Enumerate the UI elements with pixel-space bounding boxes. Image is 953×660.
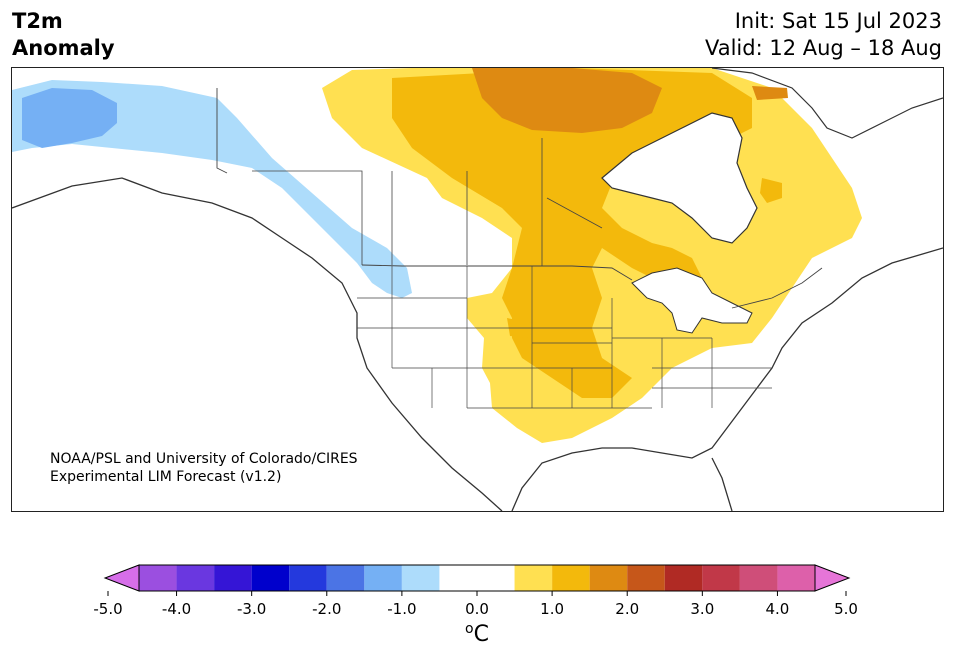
colorbar-under-arrow <box>103 564 140 592</box>
colorbar-bin <box>589 565 628 591</box>
valid-dates: Valid: 12 Aug – 18 Aug <box>704 36 942 60</box>
warm-anomaly-orange <box>472 68 662 133</box>
credit-line-1: NOAA/PSL and University of Colorado/CIRE… <box>50 451 358 467</box>
colorbar-bin <box>439 565 515 591</box>
state-borders <box>357 266 772 409</box>
colorbar-bin <box>552 565 590 591</box>
colorbar-tick-label: 5.0 <box>834 600 858 618</box>
forecast-dates: Init: Sat 15 Jul 2023 Valid: 12 Aug – 18… <box>705 8 942 62</box>
colorbar-unit: oC <box>465 621 489 647</box>
colorbar-ticks: -5.0 -4.0 -3.0 -2.0 -1.0 0.0 1.0 2.0 3.0 4.0 5.0 <box>93 591 858 618</box>
province-borders <box>252 138 603 266</box>
credit-text: NOAA/PSL and University of Colorado/CIRE… <box>50 450 358 486</box>
warm-anomaly-gold-east <box>760 178 782 203</box>
colorbar-bin <box>777 565 815 591</box>
hudson-bay <box>601 112 758 244</box>
colorbar-bin <box>176 565 215 591</box>
colorbar-tick-label: 1.0 <box>540 600 564 618</box>
anomaly-map: NOAA/PSL and University of Colorado/CIRE… <box>11 67 944 512</box>
colorbar-tick-label: 4.0 <box>766 600 790 618</box>
colorbar-tick-label: 2.0 <box>615 600 639 618</box>
colorbar-bins <box>139 565 815 591</box>
colorbar-bin <box>627 565 665 591</box>
title-anomaly: Anomaly <box>12 36 115 60</box>
coastline <box>12 177 943 511</box>
greenland-coast <box>711 68 943 139</box>
colorbar-tick-label: -4.0 <box>162 600 191 618</box>
colorbar-bin <box>251 565 290 591</box>
colorbar-bin <box>702 565 740 591</box>
colorbar-tick-label: 3.0 <box>690 600 714 618</box>
map-canvas <box>12 68 943 511</box>
warm-anomaly-orange-ne <box>752 86 788 100</box>
colorbar-tick-label: -1.0 <box>387 600 416 618</box>
colorbar-bin <box>514 565 553 591</box>
colorbar-bin <box>401 565 440 591</box>
colorbar: -5.0 -4.0 -3.0 -2.0 -1.0 0.0 1.0 2.0 3.0 4.0 5.0 o… <box>93 564 858 647</box>
gulf-of-mexico <box>492 443 812 511</box>
credit-line-2: Experimental LIM Forecast (v1.2) <box>50 469 282 485</box>
pacific-ocean <box>12 208 492 511</box>
colorbar-bin <box>139 565 177 591</box>
atlantic-ocean <box>732 238 943 511</box>
colorbar-bin <box>364 565 402 591</box>
colorbar-tick-label: -3.0 <box>237 600 266 618</box>
colorbar-bin <box>326 565 365 591</box>
title-variable: T2m <box>12 9 63 33</box>
map-title: T2m Anomaly <box>12 8 115 62</box>
great-lakes <box>631 267 753 334</box>
alaska-border <box>216 88 228 174</box>
init-date: Init: Sat 15 Jul 2023 <box>734 9 942 33</box>
colorbar-over-arrow <box>814 564 851 592</box>
unit-superscript: o <box>465 621 474 637</box>
colorbar-tick-label: -2.0 <box>312 600 341 618</box>
colorbar-bin <box>214 565 252 591</box>
cold-anomaly-mid <box>22 88 117 148</box>
colorbar-bin <box>664 565 703 591</box>
unit-letter: C <box>474 622 489 647</box>
colorbar-bin <box>739 565 778 591</box>
colorbar-bin <box>289 565 327 591</box>
colorbar-tick-label: -5.0 <box>93 600 122 618</box>
colorbar-tick-label: 0.0 <box>465 600 489 618</box>
cold-anomaly-light <box>12 80 412 298</box>
